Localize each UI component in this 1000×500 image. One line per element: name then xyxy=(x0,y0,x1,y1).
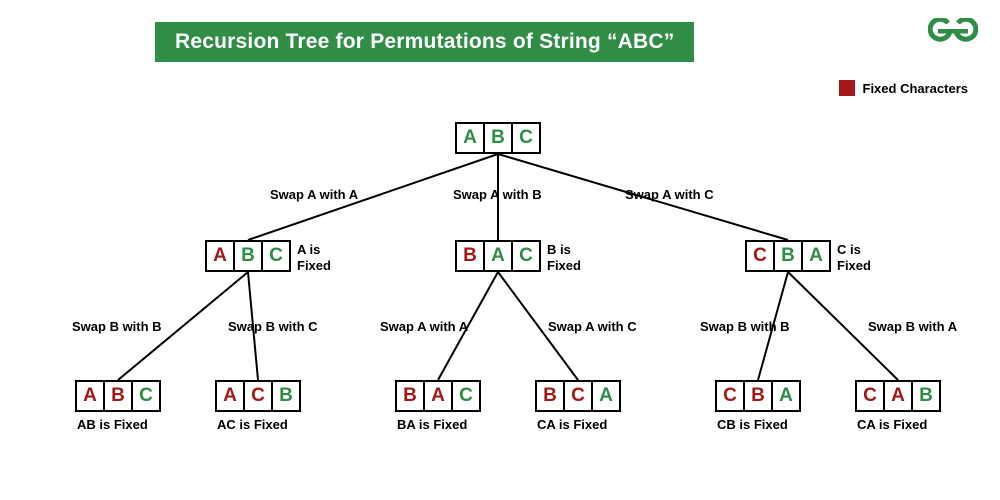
edge-label: Swap A with A xyxy=(380,320,468,335)
node-bottom-label: CB is Fixed xyxy=(717,418,788,433)
char-cell: A xyxy=(75,380,105,412)
char-cell: B xyxy=(233,240,263,272)
edge-label: Swap B with B xyxy=(72,320,162,335)
char-cell: B xyxy=(271,380,301,412)
char-box: ABC xyxy=(75,380,161,412)
edge-label: Swap A with A xyxy=(270,188,358,203)
node-bottom-label: AB is Fixed xyxy=(77,418,148,433)
char-cell: C xyxy=(855,380,885,412)
char-cell: B xyxy=(743,380,773,412)
char-cell: C xyxy=(261,240,291,272)
char-box: CBA xyxy=(745,240,831,272)
node-bottom-label: AC is Fixed xyxy=(217,418,288,433)
node-side-label: B isFixed xyxy=(547,242,607,273)
char-box: CAB xyxy=(855,380,941,412)
node-bottom-label: CA is Fixed xyxy=(537,418,607,433)
node-side-label: A isFixed xyxy=(297,242,357,273)
char-cell: B xyxy=(535,380,565,412)
char-box: ABC xyxy=(205,240,291,272)
edge-label: Swap B with C xyxy=(228,320,318,335)
char-cell: B xyxy=(483,122,513,154)
char-cell: B xyxy=(455,240,485,272)
char-cell: C xyxy=(131,380,161,412)
edge-label: Swap B with B xyxy=(700,320,790,335)
char-cell: A xyxy=(591,380,621,412)
char-cell: B xyxy=(395,380,425,412)
char-cell: A xyxy=(205,240,235,272)
char-box: CBA xyxy=(715,380,801,412)
char-cell: A xyxy=(215,380,245,412)
char-cell: A xyxy=(801,240,831,272)
char-cell: C xyxy=(563,380,593,412)
char-box: ACB xyxy=(215,380,301,412)
edge-label: Swap B with A xyxy=(868,320,957,335)
edge-label: Swap A with C xyxy=(548,320,637,335)
edge-label: Swap A with C xyxy=(625,188,714,203)
char-cell: A xyxy=(483,240,513,272)
node-bottom-label: BA is Fixed xyxy=(397,418,467,433)
char-box: BAC xyxy=(395,380,481,412)
char-cell: B xyxy=(773,240,803,272)
char-box: ABC xyxy=(455,122,541,154)
char-cell: B xyxy=(103,380,133,412)
char-cell: C xyxy=(715,380,745,412)
char-cell: C xyxy=(511,122,541,154)
char-cell: A xyxy=(455,122,485,154)
node-side-label: C isFixed xyxy=(837,242,897,273)
char-cell: C xyxy=(745,240,775,272)
char-box: BCA xyxy=(535,380,621,412)
char-cell: C xyxy=(451,380,481,412)
node-bottom-label: CA is Fixed xyxy=(857,418,927,433)
char-cell: A xyxy=(883,380,913,412)
char-cell: C xyxy=(243,380,273,412)
char-cell: C xyxy=(511,240,541,272)
char-box: BAC xyxy=(455,240,541,272)
char-cell: B xyxy=(911,380,941,412)
edge-label: Swap A with B xyxy=(453,188,542,203)
char-cell: A xyxy=(423,380,453,412)
char-cell: A xyxy=(771,380,801,412)
